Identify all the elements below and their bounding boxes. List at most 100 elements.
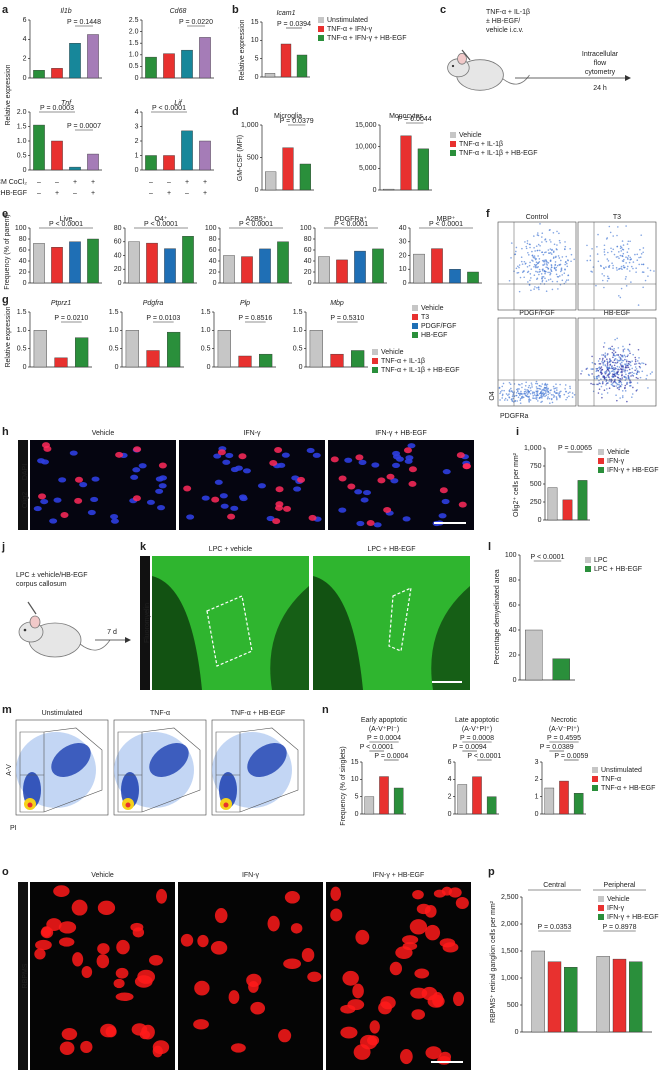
y-tick-label: 20 (19, 269, 27, 276)
flow-dot (624, 390, 627, 392)
flow-dot (612, 368, 615, 371)
flow-dot (533, 235, 535, 237)
flow-dot (629, 364, 632, 367)
y-tick-label: 750 (530, 463, 542, 470)
rgc-cell (194, 980, 210, 996)
flow-dot (596, 245, 598, 248)
flow-dot (619, 356, 622, 359)
nucleus (356, 520, 365, 527)
rgc-cell (389, 961, 403, 976)
flow-dot (533, 265, 535, 268)
flow-dot (644, 279, 647, 282)
flow-dot (550, 266, 553, 269)
olig2-cell (211, 496, 220, 503)
legend-swatch (598, 458, 604, 464)
flow-dot (553, 391, 556, 393)
flow-dot (640, 252, 643, 255)
stain-label: DAPI (22, 464, 29, 480)
flow-dot (523, 393, 525, 395)
flow-dot (611, 373, 614, 375)
flow-dot (538, 249, 541, 252)
rgc-cell (395, 946, 413, 959)
legend-label: Vehicle (607, 896, 630, 903)
bar (372, 248, 384, 284)
legend-swatch (372, 367, 378, 373)
flow-dot (653, 270, 655, 272)
flow-dot (531, 384, 533, 386)
flow-dot (591, 355, 593, 358)
flow-dot (591, 373, 593, 375)
p-value: P < 0.0001 (239, 221, 273, 228)
bar (33, 124, 45, 171)
flow-dot (537, 232, 539, 234)
y-tick-label: 0 (23, 280, 27, 287)
flow-dot (635, 376, 638, 379)
flow-dot (612, 264, 614, 267)
condition-name: αHB-EGF (0, 190, 27, 197)
rgc-cell (35, 939, 52, 951)
flow-dot (519, 402, 522, 404)
flow-dot (541, 383, 544, 385)
y-tick-label: 80 (304, 236, 312, 243)
bar (264, 73, 276, 78)
bar (280, 43, 292, 78)
flow-dot (558, 264, 561, 266)
flow-dot (624, 371, 626, 373)
chart-subtitle: (A-V⁺PI⁺) (462, 726, 492, 733)
flow-dot (625, 225, 627, 227)
flow-dot (499, 392, 501, 395)
flow-dot (603, 286, 605, 289)
nucleus (392, 462, 401, 468)
column-label: IFN-γ (243, 430, 261, 437)
rgc-cell (425, 924, 441, 941)
density-peak (27, 802, 33, 808)
bar (547, 487, 558, 521)
flow-dot (550, 398, 553, 401)
flow-dot (601, 359, 604, 361)
flow-dot (541, 389, 543, 392)
nucleus (157, 505, 166, 511)
flow-dot (531, 250, 533, 253)
flow-dot (611, 370, 614, 372)
flow-dot (610, 250, 613, 253)
flow-dot (626, 257, 629, 259)
rgc-cell (214, 908, 228, 924)
arrow-head (625, 75, 631, 81)
rgc-cell (59, 1041, 75, 1055)
rgc-cell (180, 933, 194, 947)
flow-dot (629, 360, 631, 363)
y-tick-label: 0 (23, 364, 27, 371)
y-tick-label: 0 (515, 1029, 519, 1036)
flow-dot (557, 392, 559, 394)
nucleus (110, 518, 119, 524)
y-tick-label: 0.5 (109, 346, 119, 353)
flow-dot (607, 275, 609, 278)
flow-dot (631, 367, 634, 370)
legend-swatch (412, 314, 418, 320)
flow-dot (630, 258, 632, 261)
flow-dot (538, 271, 540, 273)
nucleus (33, 505, 42, 512)
flow-dot (621, 359, 623, 362)
flow-dot (635, 389, 638, 392)
flow-dot (545, 266, 547, 269)
flow-dot (535, 386, 538, 388)
flow-dot (627, 364, 629, 367)
flow-dot (556, 244, 558, 246)
flow-dot (518, 393, 521, 395)
flow-dot (589, 255, 592, 257)
flow-dot (600, 378, 602, 380)
bar (217, 330, 231, 368)
bar (547, 961, 562, 1033)
y-tick-label: 2.0 (17, 109, 27, 116)
bar (299, 163, 311, 191)
nucleus (373, 522, 382, 528)
legend-swatch (412, 332, 418, 338)
y-tick-label: 5 (355, 794, 359, 801)
treatment-text: TNF-α + IL-1β (486, 9, 530, 16)
p-value: P < 0.0001 (531, 554, 565, 561)
rgc-cell (61, 1027, 78, 1041)
bar (629, 961, 643, 1033)
flow-dot (519, 276, 522, 279)
bar (577, 480, 588, 521)
